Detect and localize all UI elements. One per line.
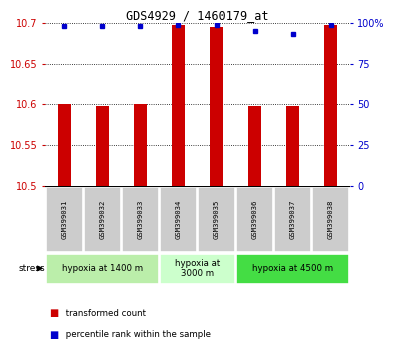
Bar	[46, 255, 159, 284]
Text: GSM399036: GSM399036	[252, 200, 258, 239]
Text: transformed count: transformed count	[63, 309, 146, 318]
Bar	[236, 187, 273, 252]
Text: ■: ■	[49, 308, 58, 318]
Bar	[274, 187, 311, 252]
Text: GSM399034: GSM399034	[175, 200, 181, 239]
Text: GSM399033: GSM399033	[137, 200, 143, 239]
Bar	[84, 187, 121, 252]
Text: GSM399038: GSM399038	[327, 200, 333, 239]
Bar	[324, 25, 337, 186]
Text: hypoxia at 4500 m: hypoxia at 4500 m	[252, 264, 333, 273]
Bar	[160, 187, 197, 252]
Bar	[122, 187, 159, 252]
Bar	[210, 27, 223, 186]
Bar	[96, 106, 109, 186]
Bar	[172, 25, 185, 186]
Text: GSM399037: GSM399037	[290, 200, 295, 239]
Bar	[236, 255, 349, 284]
Title: GDS4929 / 1460179_at: GDS4929 / 1460179_at	[126, 9, 269, 22]
Text: GSM399032: GSM399032	[100, 200, 105, 239]
Text: GSM399031: GSM399031	[62, 200, 68, 239]
Bar	[248, 106, 261, 186]
Text: ■: ■	[49, 330, 58, 339]
Text: stress: stress	[18, 264, 45, 273]
Text: hypoxia at 1400 m: hypoxia at 1400 m	[62, 264, 143, 273]
Bar	[286, 106, 299, 186]
Bar	[160, 255, 235, 284]
Bar	[312, 187, 349, 252]
Bar	[58, 104, 71, 186]
Bar	[46, 187, 83, 252]
Text: percentile rank within the sample: percentile rank within the sample	[63, 330, 211, 339]
Bar	[198, 187, 235, 252]
Bar	[134, 104, 147, 186]
Text: hypoxia at
3000 m: hypoxia at 3000 m	[175, 259, 220, 278]
Text: GSM399035: GSM399035	[214, 200, 220, 239]
